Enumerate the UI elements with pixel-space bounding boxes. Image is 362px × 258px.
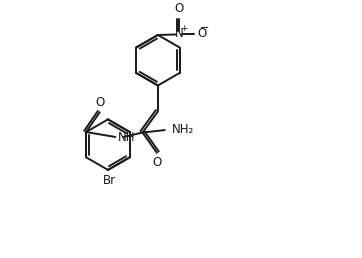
- Text: +: +: [180, 23, 188, 33]
- Text: O: O: [174, 2, 184, 15]
- Text: N: N: [174, 27, 183, 40]
- Text: NH₂: NH₂: [172, 123, 194, 135]
- Text: O: O: [153, 156, 162, 169]
- Text: O: O: [95, 96, 104, 109]
- Text: Br: Br: [102, 174, 115, 187]
- Text: NH: NH: [118, 132, 136, 144]
- Text: O: O: [197, 27, 206, 40]
- Text: −: −: [199, 23, 209, 33]
